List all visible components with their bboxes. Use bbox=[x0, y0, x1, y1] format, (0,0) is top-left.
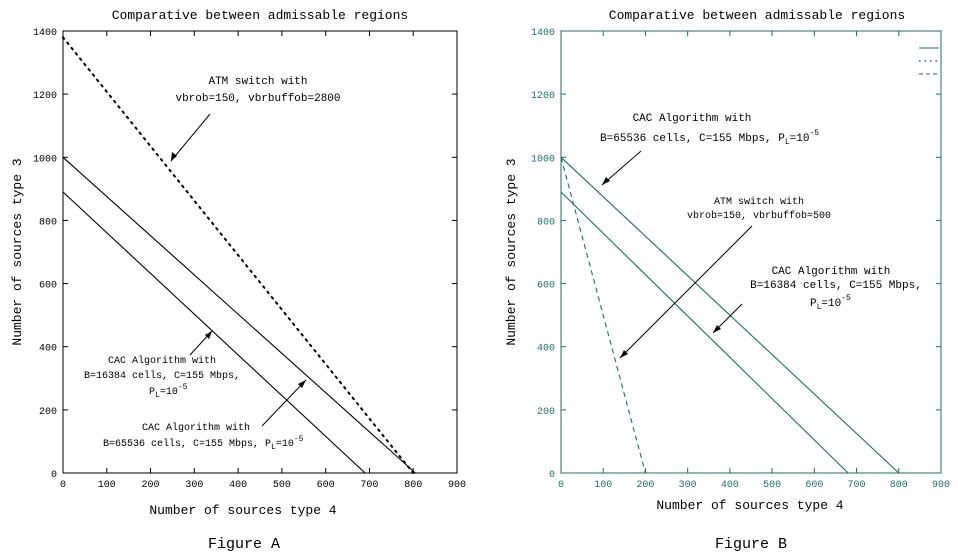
annotation-line: B=16384 cells, C=155 Mbps, bbox=[750, 280, 922, 292]
x-tick-label: 300 bbox=[679, 480, 697, 491]
arrow-head-icon bbox=[713, 325, 721, 333]
x-tick-label: 100 bbox=[98, 480, 116, 491]
y-tick-label: 1200 bbox=[33, 91, 57, 102]
y-tick-label: 1200 bbox=[531, 91, 555, 102]
chart-a-y-label: Number of sources type 3 bbox=[10, 158, 25, 345]
x-tick-label: 200 bbox=[142, 480, 160, 491]
y-tick-label: 1000 bbox=[531, 154, 555, 165]
annotation-line: ATM switch with bbox=[714, 196, 804, 208]
chart-b-series bbox=[560, 156, 900, 474]
annotation-arrow bbox=[261, 379, 307, 427]
y-tick-label: 400 bbox=[537, 344, 555, 355]
x-tick-label: 800 bbox=[890, 480, 908, 491]
x-tick-label: 400 bbox=[229, 480, 247, 491]
y-tick-label: 0 bbox=[51, 470, 57, 481]
x-tick-label: 900 bbox=[932, 480, 950, 491]
annotation-line: B=65536 cells, C=155 Mbps, PL=10-5 bbox=[600, 129, 819, 147]
x-tick-label: 600 bbox=[317, 480, 335, 491]
chart-b-caption: Figure B bbox=[715, 536, 787, 553]
arrow-head-icon bbox=[602, 177, 610, 185]
arrow-head-icon bbox=[620, 350, 628, 358]
series-line-solid bbox=[62, 156, 416, 474]
y-tick-label: 1400 bbox=[531, 28, 555, 39]
annotation-line: CAC Algorithm with bbox=[142, 422, 250, 434]
x-tick-label: 700 bbox=[848, 480, 866, 491]
chart-b-title: Comparative between admissable regions bbox=[609, 8, 905, 23]
series-line-solid bbox=[62, 191, 366, 474]
chart-a-title: Comparative between admissable regions bbox=[112, 8, 408, 23]
x-tick-label: 900 bbox=[448, 480, 466, 491]
x-tick-label: 0 bbox=[558, 480, 564, 491]
chart-panel-b: Comparative between admissable regions 0… bbox=[504, 8, 950, 553]
y-tick-label: 800 bbox=[39, 217, 57, 228]
x-tick-label: 0 bbox=[60, 480, 66, 491]
x-tick-label: 200 bbox=[636, 480, 654, 491]
chart-a-annotation-atm: ATM switch with vbrob=150, vbrbuffob=280… bbox=[170, 76, 341, 162]
chart-b-ticks: 0 100 200 300 400 500 600 700 800 900 0 200 400 600 80… bbox=[531, 28, 950, 491]
series-line-solid bbox=[560, 191, 849, 474]
chart-b-x-label: Number of sources type 4 bbox=[656, 498, 843, 513]
y-tick-label: 0 bbox=[549, 470, 555, 481]
arrow-head-icon bbox=[298, 380, 306, 388]
y-tick-label: 200 bbox=[537, 407, 555, 418]
arrow-head-icon bbox=[171, 152, 177, 161]
x-tick-label: 600 bbox=[805, 480, 823, 491]
chart-a-frame bbox=[62, 30, 458, 474]
y-tick-label: 200 bbox=[39, 407, 57, 418]
x-tick-label: 500 bbox=[273, 480, 291, 491]
annotation-line: PL=10-5 bbox=[149, 383, 188, 400]
annotation-line: PL=10-5 bbox=[810, 294, 851, 312]
annotation-line: CAC Algorithm with bbox=[108, 355, 216, 367]
chart-a-annotation-cac-16384: CAC Algorithm with B=16384 cells, C=155 … bbox=[84, 330, 240, 400]
y-tick-label: 600 bbox=[537, 281, 555, 292]
series-line-dashed bbox=[560, 157, 646, 474]
chart-b-annotation-cac-16384: CAC Algorithm with B=16384 cells, C=155 … bbox=[712, 266, 922, 334]
annotation-arrow bbox=[601, 150, 642, 186]
y-tick-label: 800 bbox=[537, 217, 555, 228]
chart-a-annotation-cac-65536: CAC Algorithm with B=65536 cells, C=155 … bbox=[103, 379, 307, 452]
annotation-arrow bbox=[170, 113, 211, 162]
chart-b-annotation-atm: ATM switch with vbrob=150, vbrbuffob=500 bbox=[619, 196, 831, 359]
x-tick-label: 100 bbox=[594, 480, 612, 491]
series-line-dotted bbox=[62, 36, 415, 474]
chart-b-annotation-cac-65536: CAC Algorithm with B=65536 cells, C=155 … bbox=[600, 113, 819, 186]
annotation-line: vbrob=150, vbrbuffob=500 bbox=[687, 210, 831, 222]
annotation-line: ATM switch with bbox=[208, 76, 307, 88]
chart-a-x-label: Number of sources type 4 bbox=[149, 503, 336, 518]
annotation-line: vbrob=150, vbrbuffob=2800 bbox=[175, 93, 340, 105]
annotation-arrow bbox=[619, 225, 753, 359]
chart-b-frame bbox=[560, 30, 942, 474]
annotation-line: CAC Algorithm with bbox=[772, 266, 891, 278]
y-tick-label: 1000 bbox=[33, 154, 57, 165]
annotation-line: B=65536 cells, C=155 Mbps, PL=10-5 bbox=[103, 435, 304, 452]
annotation-line: CAC Algorithm with bbox=[633, 113, 752, 125]
series-line-solid bbox=[560, 156, 900, 474]
y-tick-label: 600 bbox=[39, 281, 57, 292]
y-tick-label: 1400 bbox=[33, 28, 57, 39]
chart-panel-a: Comparative between admissable regions 0… bbox=[10, 8, 466, 553]
x-tick-label: 700 bbox=[360, 480, 378, 491]
x-tick-label: 400 bbox=[721, 480, 739, 491]
chart-b-y-label: Number of sources type 3 bbox=[504, 158, 519, 345]
chart-a-caption: Figure A bbox=[208, 536, 280, 553]
x-tick-label: 300 bbox=[185, 480, 203, 491]
arrow-head-icon bbox=[205, 331, 212, 339]
chart-a-ticks: 0 100 200 300 400 500 600 700 800 900 0 200 400 600 80… bbox=[33, 28, 466, 491]
annotation-line: B=16384 cells, C=155 Mbps, bbox=[84, 370, 240, 382]
x-tick-label: 500 bbox=[763, 480, 781, 491]
chart-a-series bbox=[62, 36, 416, 474]
x-tick-label: 800 bbox=[404, 480, 422, 491]
chart-b-legend bbox=[919, 47, 939, 75]
y-tick-label: 400 bbox=[39, 344, 57, 355]
